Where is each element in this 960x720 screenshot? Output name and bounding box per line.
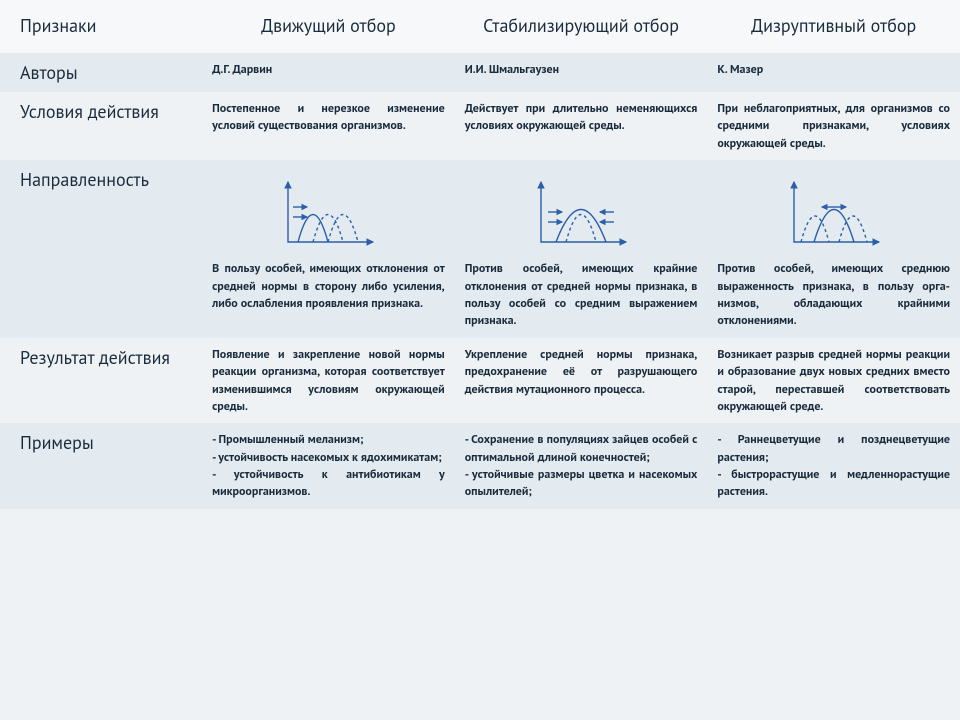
conditions-disruptive: При неблагоприятных, для организмов со с… <box>707 92 960 160</box>
direction-disruptive-text: Против особей, имеющих среднюю выраженно… <box>717 260 950 330</box>
label-direction: Направленность <box>0 160 202 338</box>
authors-driving: Д.Г. Дарвин <box>202 53 455 92</box>
label-examples: Примеры <box>0 423 202 509</box>
result-driving: Появление и закрепление новой нормы реак… <box>202 338 455 424</box>
authors-disruptive: К. Мазер <box>707 53 960 92</box>
label-result: Результат действия <box>0 338 202 424</box>
row-authors: Авторы Д.Г. Дарвин И.И. Шмальгаузен К. М… <box>0 53 960 92</box>
row-conditions: Условия действия Постепенное и нерезкое … <box>0 92 960 160</box>
direction-stabilizing-text: Против особей, имеющих крайние отклонени… <box>465 260 698 330</box>
result-disruptive: Возникает разрыв средней нормы реакции и… <box>707 338 960 424</box>
direction-driving-text: В пользу особей, имеющих отклонения от с… <box>212 260 445 312</box>
direction-stabilizing: Против особей, имеющих крайние отклонени… <box>455 160 708 338</box>
label-authors: Авторы <box>0 53 202 92</box>
examples-disruptive: - Раннецветущие и позд­нецветущие растен… <box>707 423 960 509</box>
examples-stabilizing: - Сохранение в популяциях зайцев особей … <box>455 423 708 509</box>
direction-disruptive: Против особей, имеющих среднюю выраженно… <box>707 160 960 338</box>
result-stabilizing: Укрепление средней нормы признака, предо… <box>455 338 708 424</box>
header-driving: Движущий отбор <box>202 0 455 53</box>
row-result: Результат действия Появление и закреплен… <box>0 338 960 424</box>
header-row: Признаки Движущий отбор Стабилизирующий … <box>0 0 960 53</box>
header-traits: Признаки <box>0 0 202 53</box>
selection-types-table: Признаки Движущий отбор Стабилизирующий … <box>0 0 960 509</box>
label-conditions: Условия действия <box>0 92 202 160</box>
chart-disruptive-icon <box>779 172 889 252</box>
authors-stabilizing: И.И. Шмальгаузен <box>455 53 708 92</box>
conditions-stabilizing: Действует при длительно неменяющихся усл… <box>455 92 708 160</box>
chart-driving-icon <box>273 172 383 252</box>
row-examples: Примеры - Промышленный меланизм; - устой… <box>0 423 960 509</box>
examples-driving: - Промышленный меланизм; - устойчивость … <box>202 423 455 509</box>
row-direction: Направленность В пользу особей, имеющих … <box>0 160 960 338</box>
header-disruptive: Дизруптивный отбор <box>707 0 960 53</box>
chart-stabilizing-icon <box>526 172 636 252</box>
conditions-driving: Постепенное и нерезкое изменение условий… <box>202 92 455 160</box>
header-stabilizing: Стабилизирующий отбор <box>455 0 708 53</box>
direction-driving: В пользу особей, имеющих отклонения от с… <box>202 160 455 338</box>
